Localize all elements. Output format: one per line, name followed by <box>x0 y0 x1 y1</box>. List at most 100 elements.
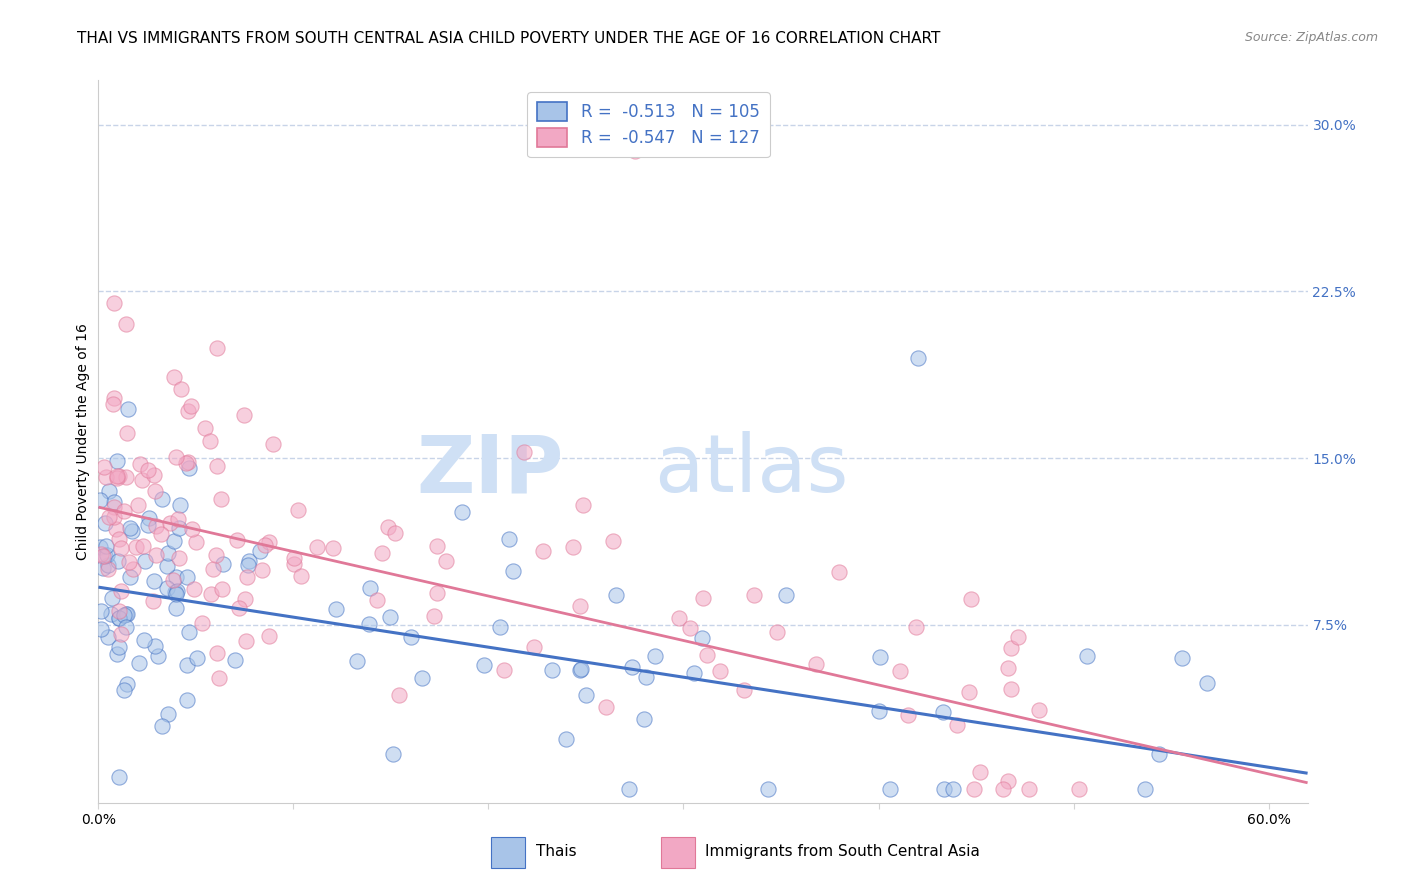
Point <box>177 455 200 469</box>
Point <box>93 549 115 563</box>
Point <box>568 663 591 677</box>
Point <box>959 592 981 607</box>
Point <box>103 391 125 405</box>
Point <box>371 546 394 560</box>
Point <box>115 470 138 484</box>
Point <box>569 599 592 614</box>
Point <box>181 522 204 536</box>
Point <box>366 593 388 607</box>
Point <box>157 707 180 722</box>
Point <box>692 591 714 606</box>
Point <box>97 558 120 572</box>
Point <box>991 782 1014 797</box>
Point <box>1000 681 1022 696</box>
Point <box>228 601 250 615</box>
Point <box>176 570 198 584</box>
Point <box>103 500 125 514</box>
Text: THAI VS IMMIGRANTS FROM SOUTH CENTRAL ASIA CHILD POVERTY UNDER THE AGE OF 16 COR: THAI VS IMMIGRANTS FROM SOUTH CENTRAL AS… <box>77 31 941 46</box>
Point <box>889 664 911 678</box>
Point <box>1076 648 1098 663</box>
Point <box>96 539 118 553</box>
Point <box>572 498 595 512</box>
Point <box>382 747 405 761</box>
Point <box>541 663 564 677</box>
Point <box>110 541 132 556</box>
Point <box>290 569 312 583</box>
Point <box>235 633 257 648</box>
Point <box>1067 782 1090 797</box>
Text: ZIP: ZIP <box>416 432 564 509</box>
Point <box>169 498 191 512</box>
Point <box>190 615 212 630</box>
Point <box>205 341 228 355</box>
Point <box>804 657 827 672</box>
Point <box>262 436 284 450</box>
Point <box>108 532 131 546</box>
Point <box>163 370 186 384</box>
Point <box>595 700 617 714</box>
Point <box>105 647 128 661</box>
Point <box>879 782 901 797</box>
Point <box>224 653 246 667</box>
Point <box>115 607 138 621</box>
Point <box>114 317 136 331</box>
Point <box>775 588 797 602</box>
Point <box>969 765 991 780</box>
Point <box>250 563 273 577</box>
Point <box>575 689 598 703</box>
Point <box>322 541 344 555</box>
Point <box>107 554 129 568</box>
Point <box>150 492 173 507</box>
Point <box>325 601 347 615</box>
Point <box>388 689 411 703</box>
Point <box>257 534 280 549</box>
Point <box>134 554 156 568</box>
Point <box>384 525 406 540</box>
Point <box>177 625 200 640</box>
Point <box>426 586 449 600</box>
Point <box>108 770 131 784</box>
Point <box>904 619 927 633</box>
Point <box>159 516 181 531</box>
Point <box>897 707 920 722</box>
Point <box>205 548 228 562</box>
Point <box>690 631 713 645</box>
Point <box>233 409 256 423</box>
FancyBboxPatch shape <box>492 838 526 868</box>
Point <box>166 583 188 598</box>
Point <box>165 587 187 601</box>
Point <box>200 587 222 601</box>
Point <box>569 662 592 676</box>
Point <box>378 610 401 624</box>
Point <box>502 564 524 578</box>
Point <box>907 351 929 366</box>
Point <box>1133 782 1156 797</box>
Point <box>89 492 111 507</box>
Point <box>145 548 167 562</box>
Point <box>742 588 765 602</box>
Point <box>165 570 187 584</box>
Point <box>165 600 187 615</box>
Point <box>426 539 449 553</box>
Point <box>377 519 399 533</box>
FancyBboxPatch shape <box>661 838 695 868</box>
Point <box>307 540 329 554</box>
Point <box>617 782 640 797</box>
Point <box>90 622 112 636</box>
Point <box>623 145 645 159</box>
Point <box>287 502 309 516</box>
Point <box>105 468 128 483</box>
Point <box>162 573 184 587</box>
Point <box>932 705 955 719</box>
Point <box>115 620 138 634</box>
Point <box>108 469 131 483</box>
Point <box>142 574 165 588</box>
Point <box>94 469 117 483</box>
Point <box>101 591 124 606</box>
Point <box>758 782 780 797</box>
Point <box>118 555 141 569</box>
Point <box>163 533 186 548</box>
Point <box>238 554 260 568</box>
Point <box>644 649 666 664</box>
Point <box>472 657 495 672</box>
